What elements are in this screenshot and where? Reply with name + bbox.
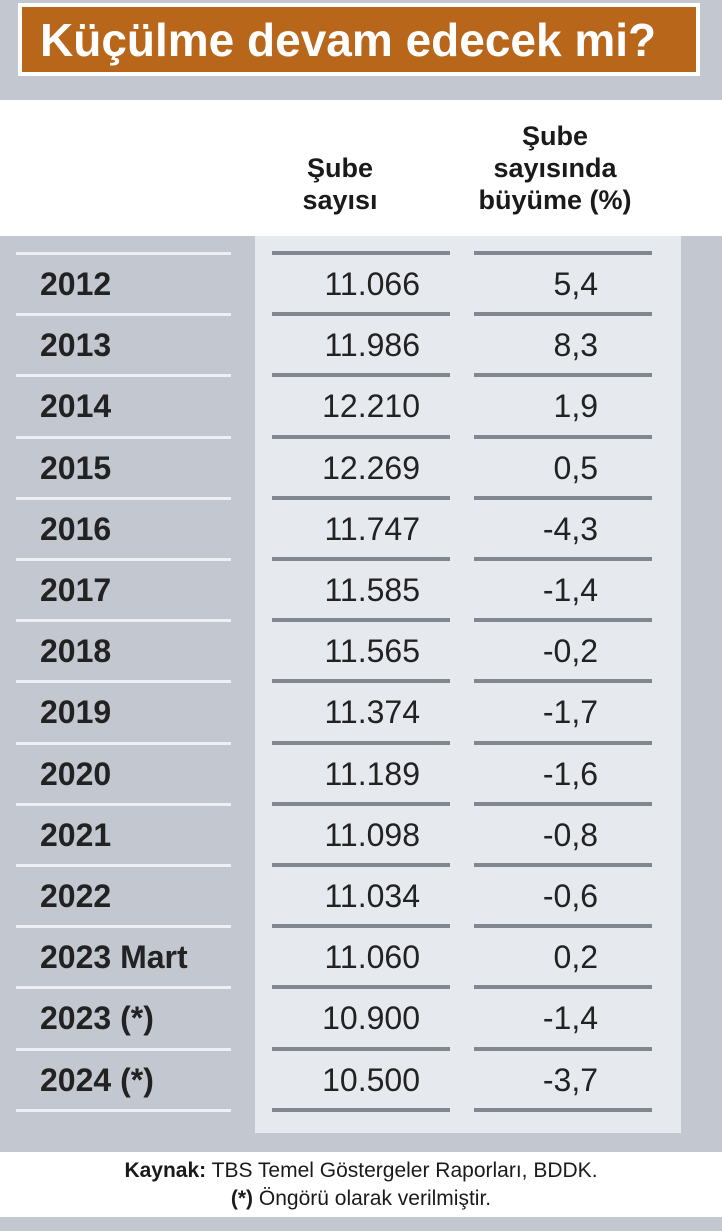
sube-cell: 10.900 <box>322 1000 420 1036</box>
sube-rule <box>272 802 450 806</box>
growth-cell: -1,4 <box>542 572 598 608</box>
growth-cell: 0,2 <box>553 939 598 975</box>
growth-rule <box>474 863 652 867</box>
sube-rule <box>272 435 450 439</box>
growth-cell: -3,7 <box>542 1062 598 1098</box>
sube-cell: 11.034 <box>324 878 421 914</box>
year-rule <box>16 313 231 316</box>
growth-rule <box>474 251 652 255</box>
year-cell: 2024 (*) <box>40 1062 154 1098</box>
year-rule <box>16 436 231 439</box>
source-text: TBS Temel Göstergeler Raporları, BDDK. <box>206 1159 598 1182</box>
growth-rule <box>474 373 652 377</box>
sube-rule <box>272 1108 450 1112</box>
year-rule <box>16 374 231 377</box>
sube-rule <box>272 924 450 928</box>
sube-cell: 10.500 <box>322 1062 420 1098</box>
sube-rule <box>272 312 450 316</box>
growth-cell: 5,4 <box>553 266 598 302</box>
growth-cell: 1,9 <box>553 388 598 424</box>
growth-cell: 0,5 <box>553 450 598 486</box>
growth-rule <box>474 312 652 316</box>
bottom-strip <box>0 1217 722 1231</box>
year-cell: 2015 <box>40 450 112 486</box>
year-rule <box>16 680 231 683</box>
sube-rule <box>272 496 450 500</box>
source-note: Kaynak: TBS Temel Göstergeler Raporları,… <box>0 1158 722 1184</box>
year-rule <box>16 1109 231 1112</box>
sube-rule <box>272 985 450 989</box>
growth-rule <box>474 924 652 928</box>
sube-rule <box>272 741 450 745</box>
growth-rule <box>474 985 652 989</box>
growth-rule <box>474 557 652 561</box>
year-rule <box>16 742 231 745</box>
sube-rule <box>272 373 450 377</box>
growth-rule <box>474 1108 652 1112</box>
growth-cell: -1,4 <box>542 1000 598 1036</box>
year-cell: 2023 (*) <box>40 1000 154 1036</box>
sube-cell: 11.374 <box>324 694 421 730</box>
year-rule <box>16 803 231 806</box>
year-rule <box>16 925 231 928</box>
year-cell: 2018 <box>40 633 112 669</box>
year-cell: 2012 <box>40 266 112 302</box>
column-header-sube: Şube sayısı <box>302 153 378 215</box>
source-label: Kaynak: <box>124 1159 207 1182</box>
growth-cell: -1,6 <box>542 756 598 792</box>
year-rule <box>16 558 231 561</box>
growth-rule <box>474 1047 652 1051</box>
sube-cell: 11.060 <box>324 939 421 975</box>
sube-cell: 11.189 <box>324 756 421 792</box>
year-rule <box>16 864 231 867</box>
year-cell: 2021 <box>40 817 112 853</box>
sube-rule <box>272 618 450 622</box>
note-label: (*) <box>230 1187 254 1210</box>
sube-cell: 11.066 <box>324 266 421 302</box>
year-cell: 2020 <box>40 756 112 792</box>
year-rule <box>16 986 231 989</box>
sube-rule <box>272 251 450 255</box>
year-rule <box>16 497 231 500</box>
year-rule <box>16 252 231 255</box>
year-cell: 2016 <box>40 511 112 547</box>
sube-cell: 12.269 <box>322 450 420 486</box>
growth-cell: -0,6 <box>542 878 598 914</box>
sube-cell: 11.747 <box>324 511 421 547</box>
growth-rule <box>474 435 652 439</box>
sube-cell: 11.585 <box>324 572 421 608</box>
growth-rule <box>474 679 652 683</box>
growth-rule <box>474 496 652 500</box>
sube-rule <box>272 679 450 683</box>
footer <box>0 1152 722 1212</box>
forecast-note: (*) Öngörü olarak verilmiştir. <box>0 1186 722 1212</box>
year-rule <box>16 619 231 622</box>
note-text: Öngörü olarak verilmiştir. <box>253 1187 492 1210</box>
growth-cell: -0,8 <box>542 817 598 853</box>
sube-rule <box>272 863 450 867</box>
sube-cell: 12.210 <box>322 388 420 424</box>
growth-cell: -4,3 <box>542 511 598 547</box>
sube-cell: 11.986 <box>324 327 421 363</box>
year-cell: 2023 Mart <box>40 939 188 975</box>
year-cell: 2014 <box>40 388 112 424</box>
title: Küçülme devam edecek mi? <box>18 3 700 76</box>
column-header-growth: Şube sayısında büyüme (%) <box>478 121 632 215</box>
sube-cell: 11.098 <box>324 817 421 853</box>
sube-cell: 11.565 <box>324 633 421 669</box>
growth-cell: -1,7 <box>542 694 598 730</box>
year-rule <box>16 1048 231 1051</box>
sube-rule <box>272 1047 450 1051</box>
growth-rule <box>474 741 652 745</box>
year-cell: 2017 <box>40 572 112 608</box>
growth-rule <box>474 618 652 622</box>
year-cell: 2022 <box>40 878 112 914</box>
growth-rule <box>474 802 652 806</box>
year-cell: 2019 <box>40 694 112 730</box>
sube-rule <box>272 557 450 561</box>
values-panel <box>255 236 681 1133</box>
year-cell: 2013 <box>40 327 112 363</box>
growth-cell: 8,3 <box>553 327 598 363</box>
growth-cell: -0,2 <box>542 633 598 669</box>
